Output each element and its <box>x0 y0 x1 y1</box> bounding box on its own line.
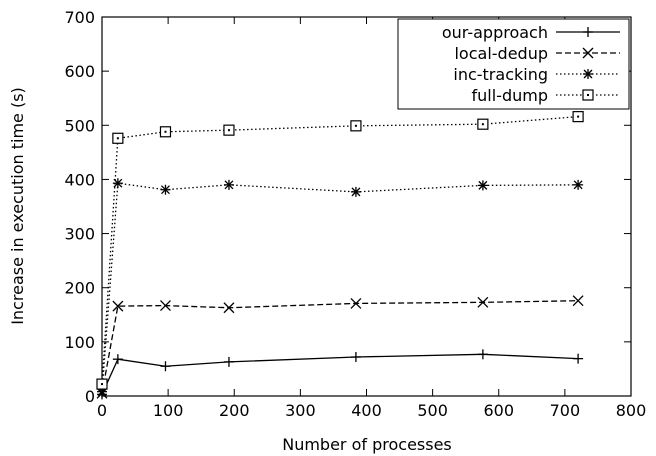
data-point-local-dedup <box>572 295 584 307</box>
data-point-inc-tracking <box>223 179 234 190</box>
data-point-local-dedup <box>160 300 171 312</box>
legend: our-approach local-dedup inc-tracking full-… <box>397 18 630 110</box>
data-point-local-dedup <box>350 297 362 309</box>
data-point-our-approach <box>573 353 584 364</box>
x-tick-label: 0 <box>97 401 107 420</box>
data-point-full-dump <box>572 111 584 123</box>
legend-label-inc-tracking: inc-tracking <box>453 65 548 84</box>
legend-marker-full-dump <box>582 89 594 101</box>
legend-label-our-approach: our-approach <box>442 23 548 42</box>
series-inc-tracking <box>97 178 584 397</box>
x-tick-label: 800 <box>616 401 647 420</box>
y-tick-label: 100 <box>64 333 95 352</box>
y-tick-label: 300 <box>64 225 95 244</box>
data-point-inc-tracking <box>160 184 171 195</box>
data-point-our-approach <box>350 352 361 363</box>
x-tick-label: 300 <box>285 401 316 420</box>
data-point-inc-tracking <box>112 178 123 189</box>
x-axis-label: Number of processes <box>282 435 452 454</box>
x-tick-label: 100 <box>153 401 184 420</box>
series-our-approach <box>97 349 584 400</box>
data-point-our-approach <box>160 361 171 372</box>
x-tick-label: 700 <box>550 401 581 420</box>
data-point-full-dump <box>159 126 172 138</box>
y-tick-label: 400 <box>64 170 95 189</box>
legend-marker-our-approach <box>583 27 593 37</box>
x-tick-label: 600 <box>483 401 514 420</box>
data-point-local-dedup <box>477 296 489 308</box>
y-tick-label: 600 <box>64 62 95 81</box>
x-tick-label: 200 <box>219 401 250 420</box>
series-layer <box>96 111 584 400</box>
y-tick-label: 500 <box>64 116 95 135</box>
series-line-inc-tracking <box>101 182 579 392</box>
data-point-full-dump <box>96 378 108 390</box>
data-point-full-dump <box>350 120 362 132</box>
y-tick-label: 700 <box>64 8 95 27</box>
data-point-our-approach <box>112 354 123 365</box>
series-line-local-dedup <box>101 300 579 394</box>
y-axis-label: Increase in execution time (s) <box>8 87 27 325</box>
legend-marker-local-dedup <box>582 47 594 59</box>
legend-label-full-dump: full-dump <box>472 86 548 105</box>
data-point-full-dump <box>223 124 235 136</box>
data-point-local-dedup <box>223 302 235 314</box>
series-full-dump <box>96 111 584 390</box>
data-point-local-dedup <box>112 300 124 312</box>
series-line-our-approach <box>101 353 579 395</box>
data-point-inc-tracking <box>350 186 361 197</box>
x-tick-label: 400 <box>351 401 382 420</box>
series-local-dedup <box>96 295 584 399</box>
legend-label-local-dedup: local-dedup <box>454 44 548 63</box>
data-point-inc-tracking <box>477 180 488 191</box>
legend-marker-inc-tracking <box>583 69 593 79</box>
y-tick-label: 200 <box>64 279 95 298</box>
data-point-our-approach <box>477 349 488 360</box>
data-point-our-approach <box>223 356 234 367</box>
data-point-inc-tracking <box>573 179 584 190</box>
data-point-full-dump <box>112 132 124 144</box>
series-line-full-dump <box>101 115 579 385</box>
data-point-full-dump <box>477 118 489 130</box>
axes: 0 100 200 300 400 500 600 700 800 0 100 200 300 400 50… <box>64 8 646 420</box>
y-tick-label: 0 <box>85 387 95 406</box>
x-tick-label: 500 <box>417 401 448 420</box>
